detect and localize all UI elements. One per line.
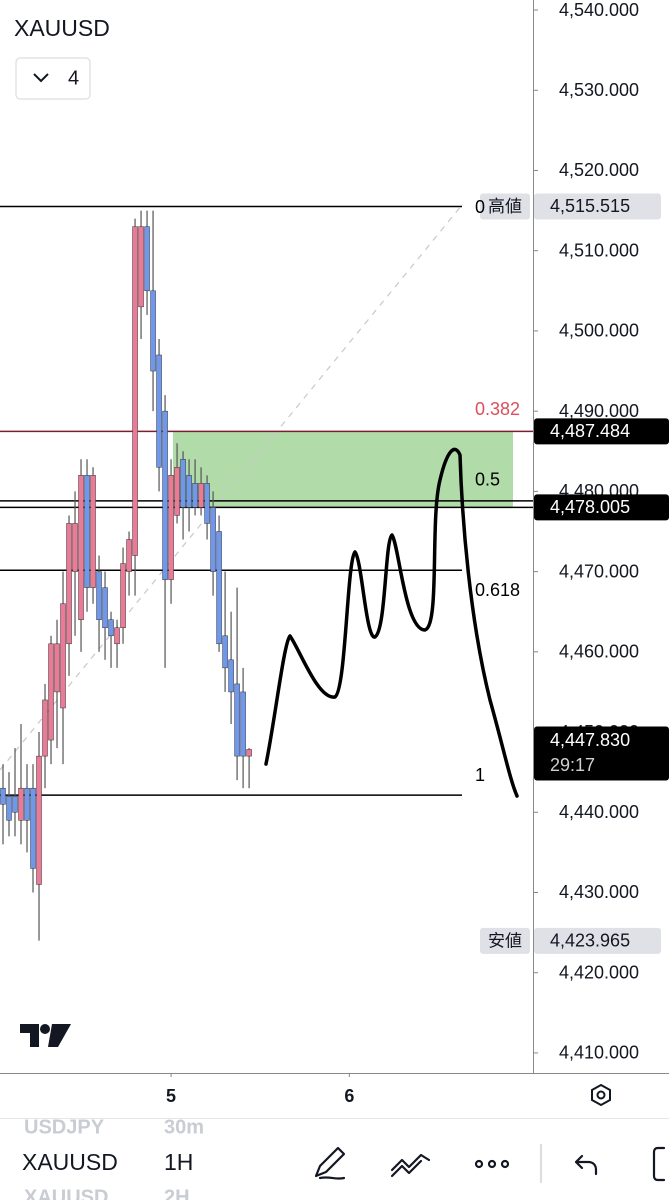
countdown-label: 29:17: [550, 755, 595, 775]
y-tick-label: 4,430.000: [559, 882, 639, 902]
toolbar-interval: 30m: [164, 1116, 204, 1138]
y-tick-label: 4,460.000: [559, 642, 639, 662]
candle-body: [60, 603, 66, 709]
y-tick-label: 4,410.000: [559, 1043, 639, 1063]
fib-level-label: 0: [475, 197, 485, 217]
toolbar-symbol[interactable]: USDJPY: [24, 1116, 105, 1138]
price-marker-label: 4,515.515: [550, 196, 630, 216]
price-marker: [534, 494, 669, 521]
candle-body: [48, 643, 54, 741]
candle-body: [54, 643, 60, 693]
y-tick-label: 4,500.000: [559, 321, 639, 341]
price-tag: 安値: [488, 931, 522, 950]
candle-body: [132, 226, 138, 556]
price-marker-label: 4,487.484: [550, 421, 630, 441]
candle-body: [30, 787, 36, 869]
candle-body: [0, 787, 6, 805]
candle-body: [234, 683, 240, 757]
candle-body: [66, 523, 72, 645]
candle-body: [6, 795, 12, 821]
price-marker: [534, 193, 661, 220]
candle-body: [78, 475, 84, 620]
toolbar-symbol[interactable]: XAUUSD: [24, 1186, 108, 1200]
draw-tools-icon[interactable]: [390, 1153, 431, 1178]
more-icon[interactable]: [474, 1159, 510, 1169]
candle-body: [240, 691, 246, 757]
toolbar-icons: [314, 1143, 666, 1184]
price-marker: [534, 927, 661, 954]
candle-body: [72, 523, 78, 572]
candle-body: [198, 483, 204, 508]
candle-body: [174, 467, 180, 516]
candle-body: [102, 587, 108, 629]
undo-icon[interactable]: [574, 1154, 598, 1176]
y-tick-label: 4,520.000: [559, 160, 639, 180]
candle-body: [36, 755, 42, 885]
price-tag-box: [480, 927, 530, 954]
toolbar-interval: 1H: [164, 1149, 193, 1175]
candle-body: [204, 483, 210, 524]
y-tick-label: 4,420.000: [559, 962, 639, 982]
candle-body: [216, 531, 222, 645]
candle-body: [120, 563, 126, 629]
zone: [173, 431, 513, 508]
y-tick-label: 4,470.000: [559, 561, 639, 581]
candle-body: [12, 795, 18, 813]
price-tag-box: [480, 193, 530, 220]
y-tick-label: 4,540.000: [559, 0, 639, 20]
fib-level-label: 0.5: [475, 470, 500, 490]
y-tick-label: 4,440.000: [559, 802, 639, 822]
candle-body: [114, 627, 120, 645]
fib-level-label: 0.382: [475, 399, 520, 419]
price-tag: 高値: [488, 197, 522, 216]
fib-level-label: 1: [475, 765, 485, 785]
candle-body: [144, 226, 150, 292]
symbol-title: XAUUSD: [14, 15, 110, 41]
fib-trend-line: [0, 204, 463, 771]
indicator-count: 4: [68, 67, 79, 89]
candle-body: [96, 571, 102, 620]
price-marker: [534, 418, 669, 445]
indicator-toggle[interactable]: [15, 57, 91, 100]
candle-body: [138, 226, 144, 308]
price-marker-label: 4,423.965: [550, 931, 630, 951]
toolbar-interval: 2H: [164, 1186, 190, 1200]
candle-body: [228, 659, 234, 693]
y-tick-label: 4,510.000: [559, 240, 639, 260]
candle-body: [126, 539, 132, 572]
x-tick-label: 6: [344, 1086, 354, 1106]
candle-body: [90, 475, 96, 588]
pencil-icon[interactable]: [314, 1146, 346, 1180]
candle-body: [162, 410, 168, 580]
price-marker-label: 4,478.005: [550, 497, 630, 517]
candle-body: [18, 787, 24, 821]
candle-body: [108, 619, 114, 637]
hand-drawing: [264, 447, 519, 798]
settings-icon[interactable]: [591, 1083, 611, 1107]
chevron-icon: [33, 73, 49, 83]
candle-body: [222, 635, 228, 669]
candle-body: [84, 475, 90, 588]
candle-body: [192, 483, 198, 508]
candle-body: [246, 749, 252, 757]
candle-body: [42, 699, 48, 757]
price-marker: [534, 726, 669, 781]
fullscreen-icon[interactable]: [652, 1146, 666, 1182]
fib-level-label: 0.618: [475, 580, 520, 600]
candle-body: [156, 354, 162, 468]
candle-body: [24, 787, 30, 821]
y-tick-label: 4,490.000: [559, 401, 639, 421]
tv-logo: [20, 1024, 71, 1047]
candle-body: [168, 475, 174, 580]
y-tick-label: 4,530.000: [559, 80, 639, 100]
price-marker-label: 4,447.830: [550, 730, 630, 750]
candle-body: [180, 459, 186, 508]
toolbar-symbol[interactable]: XAUUSD: [22, 1149, 118, 1175]
candle-body: [150, 290, 156, 372]
x-tick-label: 5: [166, 1086, 176, 1106]
candle-body: [186, 475, 192, 508]
candle-body: [210, 507, 216, 572]
